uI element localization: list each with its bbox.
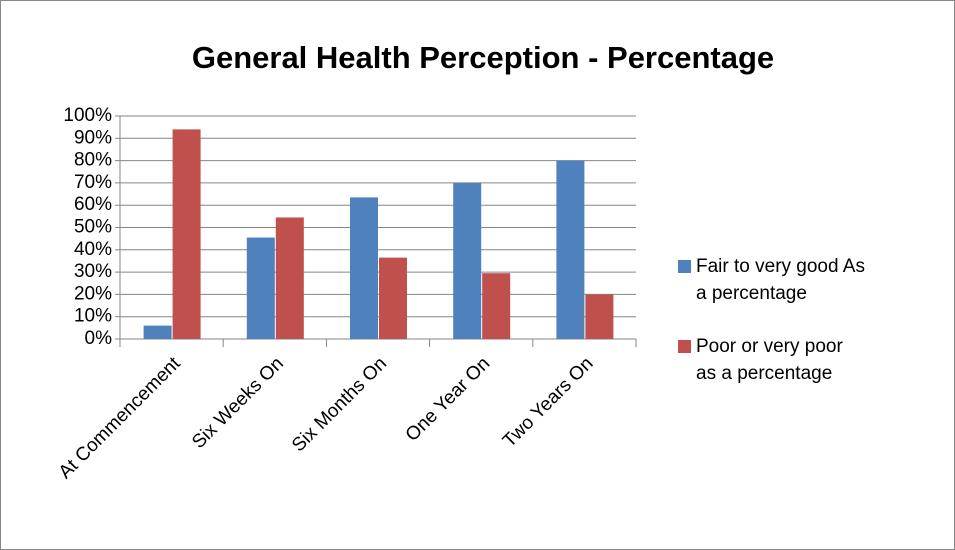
bar bbox=[143, 325, 172, 339]
bar bbox=[246, 237, 275, 339]
y-tick-label: 30% bbox=[74, 261, 112, 282]
chart-title: General Health Perception - Percentage bbox=[192, 40, 774, 75]
bar bbox=[172, 129, 201, 339]
legend-item: Fair to very good As a percentage bbox=[678, 253, 948, 307]
y-tick-label: 80% bbox=[74, 150, 112, 171]
legend-swatch bbox=[678, 340, 691, 353]
y-tick-label: 40% bbox=[74, 239, 112, 260]
bar bbox=[379, 257, 407, 339]
legend-label: Fair to very good As a percentage bbox=[696, 256, 865, 304]
y-tick-label: 70% bbox=[74, 172, 112, 193]
bar bbox=[350, 197, 378, 339]
bar bbox=[482, 273, 511, 339]
y-tick-label: 60% bbox=[74, 194, 112, 215]
y-tick-label: 100% bbox=[63, 105, 112, 126]
bar bbox=[556, 160, 585, 339]
bar bbox=[453, 182, 482, 339]
y-tick-label: 0% bbox=[85, 328, 113, 349]
legend-label: Poor or very poor as a percentage bbox=[696, 336, 843, 384]
legend-item: Poor or very poor as a percentage bbox=[678, 333, 948, 387]
bar bbox=[585, 294, 614, 339]
y-tick-label: 90% bbox=[74, 127, 112, 148]
legend-swatch bbox=[678, 260, 691, 273]
y-tick-label: 50% bbox=[74, 217, 112, 238]
bar bbox=[275, 217, 304, 339]
y-tick-label: 10% bbox=[74, 306, 112, 327]
y-tick-label: 20% bbox=[74, 283, 112, 304]
